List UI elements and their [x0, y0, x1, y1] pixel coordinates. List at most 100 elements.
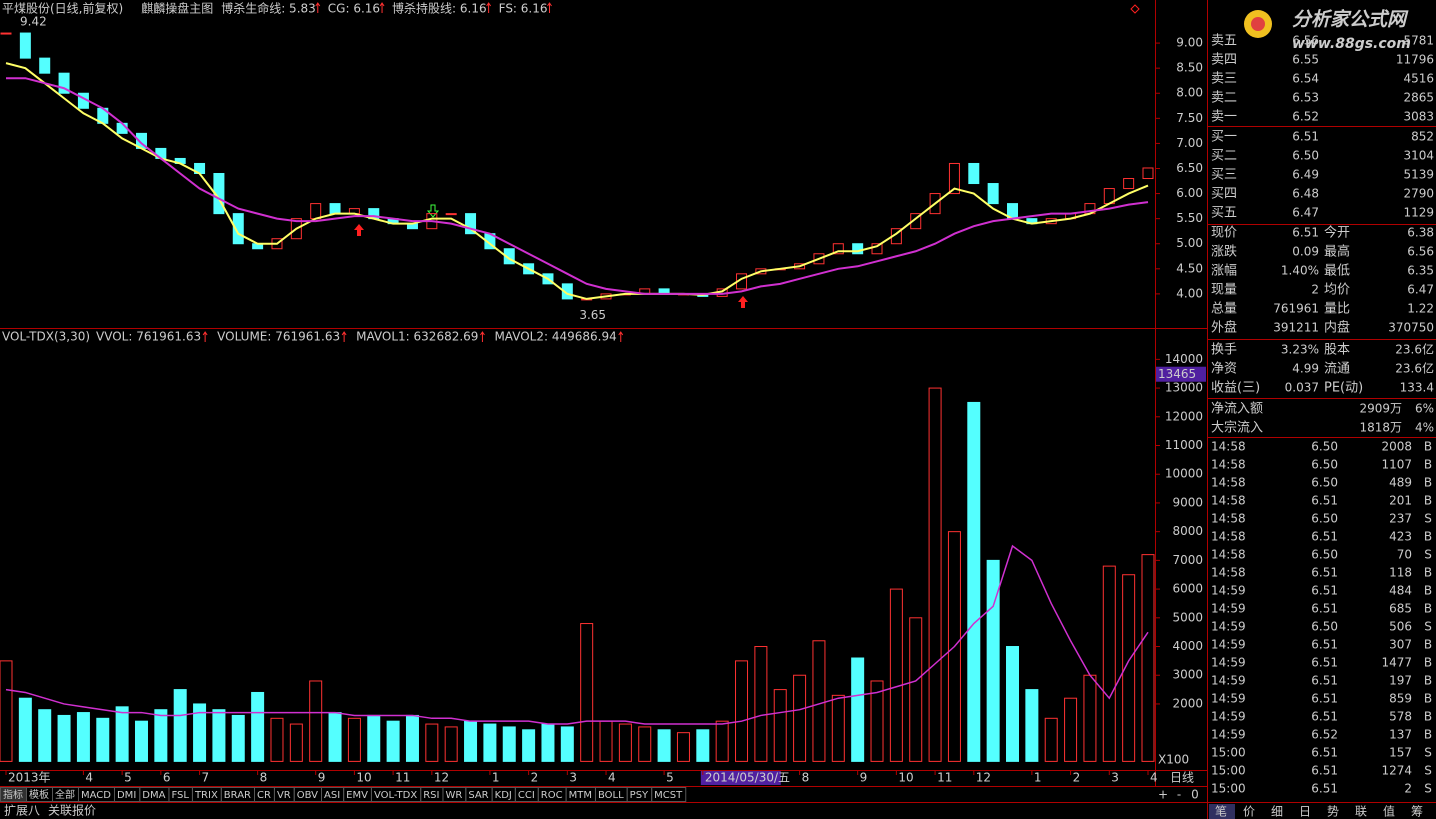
panel-tab[interactable]: 值 [1383, 804, 1395, 819]
trade-side: S [1424, 548, 1432, 562]
indicator-tab[interactable]: CCI [518, 790, 535, 801]
stat-label: 现价 [1211, 226, 1237, 241]
status-tab[interactable]: 关联报价 [48, 803, 96, 818]
zoom-button[interactable]: 0 [1191, 788, 1199, 802]
panel-tab[interactable]: 日 [1299, 805, 1311, 819]
volume-bar [231, 714, 245, 762]
status-tab[interactable]: 扩展八 [4, 804, 40, 818]
trade-side: B [1424, 710, 1432, 724]
volume-bar [618, 723, 632, 762]
volume-bar [1141, 554, 1155, 762]
panel-tab[interactable]: 势 [1327, 805, 1339, 819]
trade-time: 14:58 [1211, 566, 1246, 580]
panel-tab[interactable]: 联 [1355, 805, 1367, 819]
volume-bar [657, 729, 671, 762]
indicator-tab[interactable]: TRIX [194, 790, 218, 801]
legend-arrow [341, 331, 347, 342]
flow-value: 2909万 [1359, 402, 1402, 416]
y-tick-label: 7.50 [1176, 111, 1203, 125]
candle [561, 283, 573, 300]
book-volume: 1129 [1403, 206, 1434, 220]
x-tick-label: 2 [531, 771, 539, 785]
volume-bar [735, 660, 749, 762]
trade-time: 14:58 [1211, 548, 1246, 562]
x-tick-label: 6 [163, 771, 171, 785]
indicator-tab[interactable]: BOLL [598, 790, 624, 801]
stat-value: 2 [1311, 283, 1319, 297]
legend-item: CG: 6.16 [328, 2, 380, 16]
y-tick-label: 13000 [1165, 381, 1203, 395]
indicator-tab[interactable]: FSL [171, 790, 189, 801]
book-price: 6.52 [1292, 110, 1319, 124]
zoom-button[interactable]: + [1158, 788, 1168, 802]
trade-side: B [1424, 494, 1432, 508]
stat-label: 股本 [1324, 343, 1350, 358]
trade-price: 6.51 [1311, 656, 1338, 670]
trade-volume: 157 [1389, 746, 1412, 760]
panel-tab[interactable]: 筹 [1411, 805, 1423, 819]
trade-time: 14:59 [1211, 728, 1246, 742]
indicator-tab[interactable]: 指标 [3, 788, 23, 801]
stat-label: 换手 [1211, 343, 1237, 358]
indicator-tab[interactable]: 模板 [29, 788, 49, 801]
stat-value: 370750 [1388, 321, 1434, 335]
book-price: 6.51 [1292, 130, 1319, 144]
indicator-tab[interactable]: DMA [142, 790, 165, 801]
book-label: 卖二 [1211, 91, 1237, 106]
x-tick-label: 11 [395, 771, 410, 785]
indicator-tab[interactable]: EMV [346, 790, 368, 801]
indicator-tab[interactable]: KDJ [495, 790, 512, 801]
book-label: 卖一 [1211, 110, 1237, 125]
indicator-tab[interactable]: VR [277, 790, 291, 801]
indicator-tab[interactable]: RSI [423, 790, 439, 801]
volume-bar [676, 732, 690, 762]
indicator-tab[interactable]: VOL-TDX [374, 790, 417, 801]
volume-bar [76, 712, 90, 762]
indicator-tab[interactable]: ASI [324, 790, 340, 801]
volume-bar [347, 717, 361, 762]
candle [948, 162, 960, 195]
panel-tab[interactable]: 价 [1243, 805, 1255, 819]
zoom-button[interactable]: - [1177, 788, 1181, 802]
book-label: 卖三 [1211, 72, 1237, 87]
indicator-tab[interactable]: SAR [468, 790, 488, 801]
trade-price: 6.51 [1311, 530, 1338, 544]
indicator-tab[interactable]: DMI [117, 790, 136, 801]
x-tick-label: 2014/05/30/五 [705, 771, 790, 785]
indicator-tab[interactable]: ROC [541, 790, 563, 801]
flow-label: 净流入额 [1211, 402, 1263, 417]
trade-side: B [1424, 728, 1432, 742]
price-line [6, 77, 1149, 295]
indicator-tab[interactable]: MACD [81, 790, 111, 801]
y-tick-label: 8.00 [1176, 86, 1203, 100]
trade-time: 14:58 [1211, 476, 1246, 490]
panel-tab[interactable]: 笔 [1215, 804, 1227, 819]
indicator-tab[interactable]: WR [445, 790, 462, 801]
volume-bar [367, 714, 381, 762]
indicator-tab[interactable]: 全部 [55, 788, 75, 801]
trade-time: 14:58 [1211, 530, 1246, 544]
indicator-tab[interactable]: BRAR [224, 790, 251, 801]
candle [19, 32, 31, 59]
indicator-tab[interactable]: PSY [630, 790, 649, 801]
logo-url: www.88gs.com [1292, 36, 1411, 52]
volume-bar [560, 726, 574, 762]
stat-label: 流通 [1324, 362, 1350, 377]
stat-value: 0.037 [1285, 381, 1319, 395]
trade-price: 6.51 [1311, 782, 1338, 796]
x-tick-label: 4 [1150, 771, 1158, 785]
volume-bar [986, 559, 1000, 762]
indicator-tab[interactable]: MCST [654, 790, 683, 801]
book-price: 6.47 [1292, 206, 1319, 220]
candle [968, 162, 980, 185]
indicator-tab[interactable]: MTM [569, 790, 592, 801]
trade-side: B [1424, 692, 1432, 706]
indicator-tab[interactable]: OBV [297, 790, 318, 801]
legend-arrow [315, 2, 321, 13]
panel-tab[interactable]: 细 [1271, 805, 1283, 819]
volume-bar [1102, 565, 1116, 762]
x-tick-label: 10 [356, 771, 371, 785]
volume-bar [1006, 646, 1020, 762]
indicator-tab[interactable]: CR [257, 790, 271, 801]
